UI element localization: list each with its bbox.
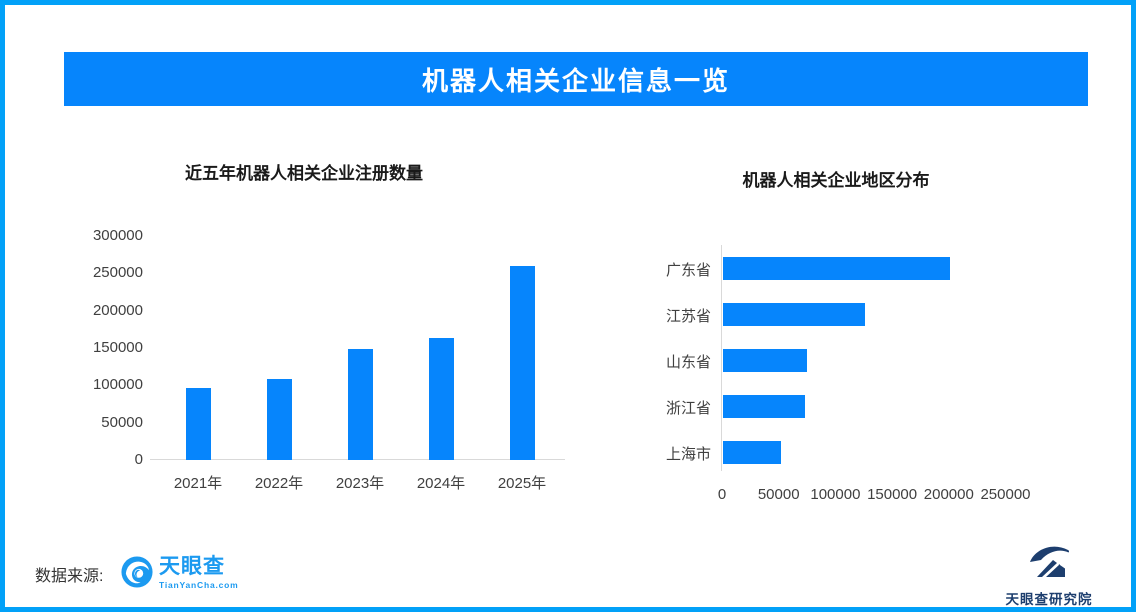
x-axis-tick-label: 200000 — [923, 486, 974, 503]
bar-2021年 — [185, 388, 211, 460]
y-axis-tick-label: 100000 — [92, 376, 143, 394]
bar-广东省 — [723, 257, 950, 280]
tianyancha-logo-subtext: TianYanCha.com — [159, 580, 239, 590]
x-axis-category-label: 2021年 — [173, 475, 223, 492]
data-source-label: 数据来源: — [35, 568, 104, 585]
page-title: 机器人相关企业信息一览 — [421, 65, 730, 96]
y-axis-line — [721, 245, 722, 471]
right-chart-title: 机器人相关企业地区分布 — [742, 171, 930, 190]
tianyancha-logo-name: 天眼查 — [159, 555, 225, 578]
x-axis-tick-label: 0 — [717, 486, 727, 503]
y-axis-tick-label: 50000 — [101, 413, 143, 431]
y-axis-tick-label: 150000 — [92, 339, 143, 356]
y-axis-tick-label: 300000 — [92, 227, 143, 244]
x-axis-category-label: 2025年 — [497, 475, 547, 492]
bar-2024年 — [428, 337, 454, 460]
tianyancha-eye-icon — [121, 556, 153, 588]
y-axis-category-label: 上海市 — [665, 446, 711, 463]
x-axis-category-label: 2023年 — [335, 475, 385, 492]
y-axis-tick-label: 200000 — [92, 301, 143, 319]
y-axis-category-label: 广东省 — [665, 262, 711, 279]
bar-2023年 — [347, 349, 373, 460]
x-axis-tick-label: 250000 — [980, 486, 1031, 503]
y-axis-tick-label: 0 — [134, 451, 143, 468]
research-institute-logo: 天眼查研究院 — [989, 543, 1109, 607]
tianyancha-logo-text-block: 天眼查 TianYanCha.com — [159, 556, 239, 590]
y-axis-category-label: 浙江省 — [665, 400, 711, 417]
x-axis-category-label: 2022年 — [254, 475, 304, 492]
title-banner: 机器人相关企业信息一览 — [64, 52, 1088, 106]
bar-江苏省 — [723, 303, 865, 326]
bar-浙江省 — [723, 395, 805, 418]
bar-上海市 — [723, 441, 781, 464]
research-institute-icon — [1030, 546, 1070, 577]
research-institute-name: 天眼查研究院 — [1005, 592, 1093, 607]
left-chart-title: 近五年机器人相关企业注册数量 — [185, 164, 423, 183]
y-axis-category-label: 山东省 — [665, 354, 711, 371]
x-axis-line — [150, 459, 565, 460]
bar-2025年 — [509, 265, 535, 460]
x-axis-category-label: 2024年 — [416, 475, 466, 492]
x-axis-tick-label: 150000 — [867, 486, 918, 503]
y-axis-tick-label: 250000 — [92, 264, 143, 282]
bar-2022年 — [266, 379, 292, 460]
y-axis-category-label: 江苏省 — [665, 308, 711, 325]
x-axis-tick-label: 50000 — [757, 486, 800, 503]
bar-山东省 — [723, 349, 807, 372]
tianyancha-logo: 天眼查 TianYanCha.com — [121, 556, 239, 590]
x-axis-tick-label: 100000 — [810, 486, 861, 503]
